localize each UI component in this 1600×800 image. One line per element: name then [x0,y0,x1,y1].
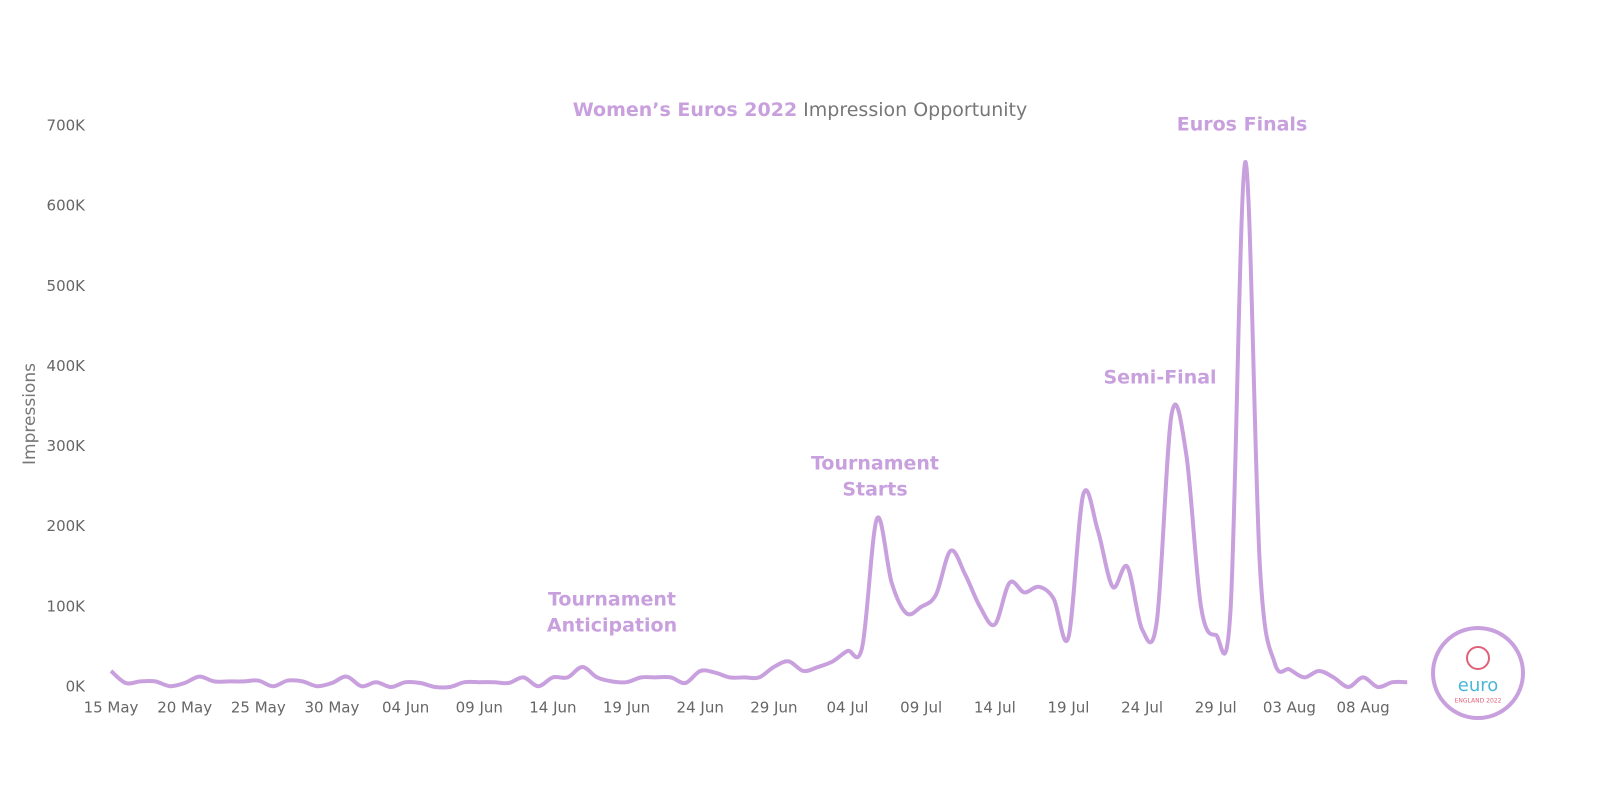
x-tick-label: 03 Aug [1263,699,1316,717]
x-tick-label: 19 Jul [1047,699,1089,717]
logo-text: euro [1458,675,1499,696]
title-rest: Impression Opportunity [803,99,1027,121]
x-tick-label: 19 Jun [603,699,650,717]
annotation: Semi-Final [1103,367,1216,389]
annotation: Anticipation [547,615,677,637]
logo-ring [1431,626,1525,720]
annotation: Starts [842,479,907,501]
line [109,160,1408,690]
annotation: Euros Finals [1177,114,1308,136]
x-tick-label: 25 May [231,699,286,717]
logo: euro ENGLAND 2022 [1431,626,1525,720]
x-tick-label: 20 May [157,699,212,717]
x-tick-label: 30 May [305,699,360,717]
y-tick-label: 300K [47,437,87,455]
x-tick-label: 08 Aug [1336,699,1389,717]
annotation: Tournament [811,453,939,475]
y-tick-label: 400K [47,357,87,375]
logo-icon [1466,646,1490,670]
x-tick-label: 29 Jun [750,699,797,717]
y-tick-label: 600K [47,197,87,215]
x-tick-label: 14 Jul [974,699,1016,717]
y-tick-label: 200K [47,517,87,535]
annotation: Tournament [548,589,676,611]
y-tick-label: 0K [66,678,87,696]
x-tick-label: 29 Jul [1195,699,1237,717]
x-tick-label: 14 Jun [529,699,576,717]
title-highlight: Women’s Euros 2022 [573,99,797,121]
x-tick-label: 24 Jul [1121,699,1163,717]
x-tick-label: 24 Jun [677,699,724,717]
x-tick-label: 15 May [84,699,139,717]
x-tick-label: 04 Jun [382,699,429,717]
chart-title: Women’s Euros 2022 Impression Opportunity [573,99,1027,121]
x-tick-label: 04 Jul [827,699,869,717]
x-tick-label: 09 Jul [900,699,942,717]
y-tick-label: 100K [47,597,87,615]
y-axis-label: Impressions [20,363,40,465]
y-tick-label: 700K [47,117,87,135]
logo-subtext: ENGLAND 2022 [1455,698,1502,705]
x-tick-label: 09 Jun [456,699,503,717]
y-tick-label: 500K [47,277,87,295]
